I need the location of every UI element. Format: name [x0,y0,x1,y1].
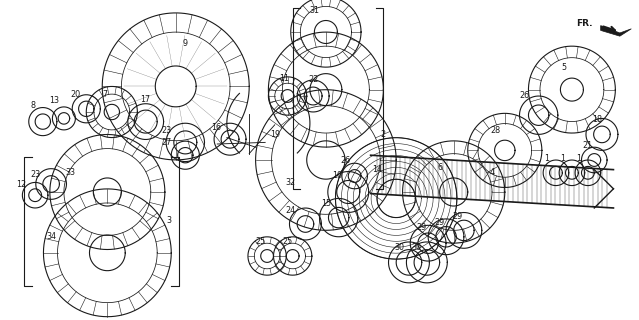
Text: 17: 17 [141,95,151,104]
Text: 20: 20 [70,90,81,99]
Text: 10: 10 [332,172,342,180]
Text: 27: 27 [161,138,171,147]
Text: 33: 33 [65,168,75,177]
Text: 26: 26 [340,156,350,165]
Polygon shape [601,26,631,36]
Text: 29: 29 [417,223,427,232]
Text: 31: 31 [309,6,320,15]
Text: 25: 25 [256,237,266,246]
Text: 18: 18 [592,116,603,124]
Text: 25: 25 [282,237,293,246]
Text: 1: 1 [576,154,581,163]
Text: 22: 22 [308,75,318,84]
Text: 19: 19 [270,130,280,139]
Text: 12: 12 [16,180,26,189]
Text: 11: 11 [279,74,289,83]
Text: 29: 29 [435,218,445,227]
Text: 28: 28 [490,126,500,135]
Text: 2: 2 [381,130,386,139]
Text: 24: 24 [286,206,296,215]
Text: 30: 30 [412,244,422,252]
Text: 16: 16 [211,124,221,132]
Text: FR.: FR. [576,19,593,28]
Text: 32: 32 [286,178,296,187]
Text: 30: 30 [394,244,404,252]
Text: 3: 3 [167,216,172,225]
Text: 15: 15 [321,199,331,208]
Text: 23: 23 [161,126,171,135]
Text: 26: 26 [519,91,529,100]
Text: 4: 4 [489,168,495,177]
Text: 6: 6 [437,164,442,172]
Text: 14: 14 [372,165,382,174]
Text: 7: 7 [103,90,108,99]
Text: 1: 1 [544,154,549,163]
Text: 5: 5 [561,63,566,72]
Text: 34: 34 [46,232,56,241]
Text: 13: 13 [49,96,59,105]
Text: 21: 21 [583,141,593,150]
Text: 23: 23 [30,170,40,179]
Text: 8: 8 [31,101,36,110]
Text: 1: 1 [560,154,565,163]
Text: 29: 29 [452,212,463,221]
Text: 9: 9 [183,39,188,48]
